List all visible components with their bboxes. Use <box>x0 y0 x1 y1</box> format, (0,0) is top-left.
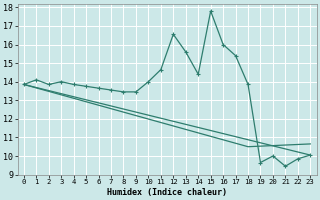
X-axis label: Humidex (Indice chaleur): Humidex (Indice chaleur) <box>107 188 227 197</box>
